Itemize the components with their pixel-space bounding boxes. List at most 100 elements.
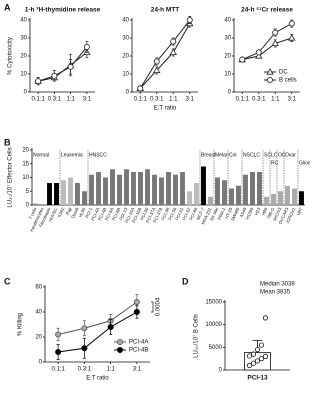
series-line bbox=[58, 301, 138, 335]
x-tick-label: HT-29 bbox=[224, 206, 234, 219]
x-tick-label: PCI-15A bbox=[124, 207, 135, 224]
x-tick-label: PCI-4A bbox=[90, 207, 100, 222]
point bbox=[262, 315, 269, 321]
x-tick-label: Daudi bbox=[70, 207, 79, 219]
marker bbox=[55, 348, 62, 355]
y-tick-label: 10 bbox=[22, 175, 29, 181]
marker bbox=[288, 34, 296, 41]
bar bbox=[82, 191, 87, 205]
point bbox=[258, 356, 265, 362]
marker bbox=[266, 68, 274, 75]
y-tick-label: 20 bbox=[35, 335, 42, 341]
group-label: Melan bbox=[215, 152, 229, 158]
x-tick-label: 1:1 bbox=[106, 367, 115, 373]
x-tick-label: PCI-4B bbox=[97, 207, 107, 222]
bar bbox=[257, 172, 262, 205]
y-tick-label: 10000 bbox=[205, 322, 222, 328]
bar bbox=[54, 183, 59, 205]
bar bbox=[278, 191, 283, 205]
group-label: Breast bbox=[201, 152, 216, 158]
bar bbox=[124, 169, 129, 205]
marker bbox=[55, 331, 62, 338]
x-tick-label: 1:1 bbox=[169, 97, 178, 103]
bar bbox=[292, 188, 297, 205]
series-line bbox=[38, 52, 88, 82]
marker bbox=[133, 298, 140, 305]
y-tick-label: 30 bbox=[122, 36, 129, 42]
annotation: Mean 3835 bbox=[260, 290, 291, 296]
x-axis-label: E:T ratio bbox=[86, 376, 109, 382]
x-tick-label: 0.3:1 bbox=[150, 97, 164, 103]
y-tick-label: 10 bbox=[20, 72, 27, 78]
x-tick-label: PCI-50 bbox=[167, 206, 177, 221]
marker bbox=[186, 16, 193, 23]
y-axis-label: LU₂₀/10⁷ Effector Cells bbox=[7, 147, 14, 207]
group-label: SCLC bbox=[264, 152, 278, 158]
bar bbox=[131, 172, 136, 205]
x-tick-label: HL60 bbox=[78, 206, 87, 218]
x-tick-label: U87 bbox=[296, 206, 304, 216]
x-tick-label: 0.3:1 bbox=[48, 97, 62, 103]
panel-label: A bbox=[4, 2, 11, 12]
x-tick-label: Raji bbox=[65, 207, 73, 216]
x-tick-label: IGROV1 bbox=[285, 206, 297, 223]
marker bbox=[153, 58, 160, 65]
x-tick-label: PCI-13 bbox=[118, 206, 128, 221]
marker bbox=[272, 29, 279, 36]
panel-label: D bbox=[182, 276, 189, 286]
x-tick-label: 1:1 bbox=[66, 97, 75, 103]
figure: 0 10 20 30 40 1-h ³H-thymidine release A % Cyto… bbox=[4, 2, 310, 382]
bar bbox=[250, 172, 255, 205]
x-tick-label: SW480 bbox=[230, 206, 241, 221]
marker bbox=[83, 44, 90, 51]
x-tick-label: HUVEC bbox=[48, 207, 59, 223]
series-line bbox=[139, 23, 191, 89]
x-tick-label: K562 bbox=[57, 206, 66, 218]
y-tick-label: 40 bbox=[20, 18, 27, 24]
x-tick-label: PCI-52 bbox=[181, 206, 191, 221]
y-tick-label: 15 bbox=[22, 161, 29, 167]
bar bbox=[299, 191, 304, 205]
y-axis-label: % Cytotoxicity bbox=[8, 37, 14, 75]
bar bbox=[145, 169, 150, 205]
y-tick-label: 0 bbox=[26, 203, 30, 209]
y-tick-label: 0 bbox=[126, 90, 130, 96]
legend-label: B cells bbox=[279, 78, 297, 84]
bar bbox=[201, 166, 206, 205]
x-tick-label: H69 bbox=[261, 206, 269, 216]
bracket bbox=[151, 301, 154, 313]
bar bbox=[33, 203, 38, 205]
x-tick-label: PCI-37B bbox=[152, 207, 163, 224]
group-label: OC bbox=[278, 152, 286, 158]
y-tick-label: 30 bbox=[224, 36, 231, 42]
y-tick-label: 0 bbox=[228, 90, 232, 96]
bar bbox=[138, 172, 143, 205]
y-tick-label: 0 bbox=[39, 360, 43, 366]
x-tick-label: 3:1 bbox=[288, 97, 297, 103]
series-line bbox=[58, 311, 138, 353]
y-tick-label: 0 bbox=[219, 368, 223, 374]
bar bbox=[173, 174, 178, 205]
bar bbox=[236, 185, 241, 205]
bar bbox=[194, 183, 199, 205]
x-axis-label: E:T ratio bbox=[154, 106, 177, 112]
x-tick-label: H1299 bbox=[245, 206, 255, 220]
y-tick-label: 20 bbox=[20, 54, 27, 60]
x-tick-label: 1:1 bbox=[271, 97, 280, 103]
y-tick-label: 5000 bbox=[209, 345, 223, 351]
group-label: HNSCC bbox=[89, 152, 107, 158]
panel-label: C bbox=[4, 276, 11, 286]
bar bbox=[208, 196, 213, 205]
bar bbox=[187, 191, 192, 205]
x-tick-label: 0.1:1 bbox=[51, 367, 65, 373]
point bbox=[262, 353, 269, 359]
y-tick-label: 10 bbox=[122, 72, 129, 78]
marker bbox=[51, 72, 58, 79]
y-tick-label: 15000 bbox=[205, 300, 222, 306]
series-line bbox=[242, 37, 292, 61]
legend-label: PCI-4B bbox=[129, 348, 148, 354]
x-tick-label: 3:1 bbox=[83, 97, 92, 103]
chart-title: 24-h MTT bbox=[151, 7, 180, 14]
bar bbox=[271, 194, 276, 205]
x-tick-label: A549 bbox=[239, 206, 248, 218]
